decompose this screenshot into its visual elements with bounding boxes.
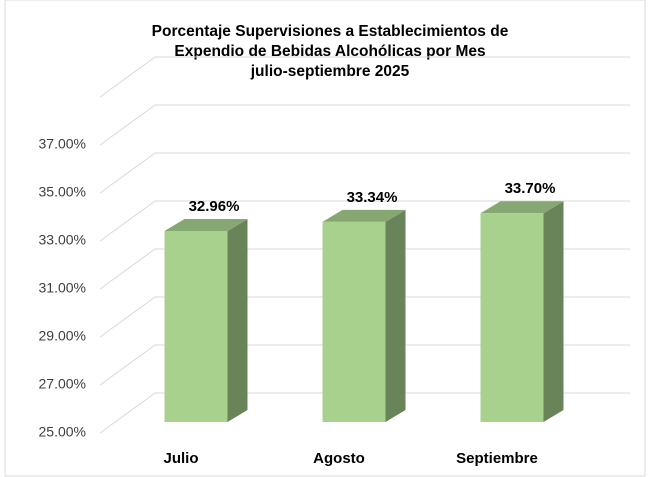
value-label: 32.96% bbox=[189, 198, 240, 215]
grid-line bbox=[99, 200, 156, 242]
bar-top bbox=[322, 209, 406, 222]
grid-line bbox=[99, 152, 156, 194]
y-tick-label: 33.00% bbox=[39, 232, 86, 248]
chart-frame bbox=[4, 0, 646, 477]
value-label: 33.70% bbox=[505, 180, 556, 197]
grid-line bbox=[99, 392, 156, 434]
grid-line bbox=[99, 104, 156, 146]
y-tick-label: 35.00% bbox=[39, 184, 86, 200]
grid-line bbox=[99, 56, 156, 98]
y-tick-label: 31.00% bbox=[39, 280, 86, 296]
chart-title: Porcentaje Supervisiones a Establecimien… bbox=[152, 23, 509, 40]
y-tick-label: 29.00% bbox=[39, 328, 86, 344]
bar-top bbox=[480, 201, 564, 214]
bar bbox=[480, 213, 544, 422]
y-tick-label: 37.00% bbox=[39, 136, 86, 152]
x-tick-label: Septiembre bbox=[456, 450, 538, 467]
bar-side bbox=[227, 218, 248, 422]
y-tick-label: 27.00% bbox=[39, 376, 86, 392]
y-tick-label: 25.00% bbox=[39, 424, 86, 440]
grid-line bbox=[99, 344, 156, 386]
bar-side bbox=[543, 201, 564, 422]
bar-side bbox=[385, 209, 406, 422]
grid-line bbox=[99, 296, 156, 338]
x-tick-label: Julio bbox=[163, 450, 198, 467]
x-tick-label: Agosto bbox=[313, 450, 365, 467]
grid-line bbox=[99, 248, 156, 290]
bar bbox=[164, 230, 228, 422]
chart-title: Expendio de Bebidas Alcohólicas por Mes bbox=[174, 43, 485, 60]
bar bbox=[322, 221, 386, 422]
value-label: 33.34% bbox=[347, 189, 398, 206]
bar-top bbox=[164, 218, 248, 231]
chart-title: julio-septiembre 2025 bbox=[250, 63, 410, 80]
